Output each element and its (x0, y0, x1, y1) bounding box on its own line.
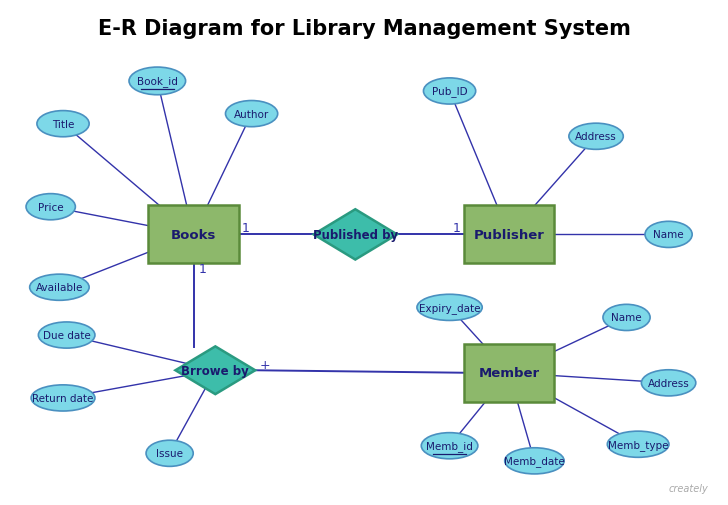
Ellipse shape (37, 112, 89, 137)
Ellipse shape (607, 431, 669, 458)
Text: Title: Title (52, 120, 74, 129)
Text: Issue: Issue (156, 448, 183, 459)
Ellipse shape (422, 433, 478, 459)
Text: Available: Available (36, 283, 83, 292)
Text: Name: Name (612, 313, 642, 323)
Text: Address: Address (575, 132, 617, 142)
Text: Pub_ID: Pub_ID (432, 86, 467, 97)
FancyBboxPatch shape (464, 206, 554, 264)
Text: Due date: Due date (43, 330, 90, 340)
Text: Address: Address (648, 378, 689, 388)
Text: creately: creately (669, 483, 708, 492)
FancyBboxPatch shape (149, 206, 239, 264)
Text: 1: 1 (453, 222, 461, 235)
Ellipse shape (31, 385, 95, 411)
Polygon shape (175, 346, 256, 394)
Text: Memb_id: Memb_id (426, 440, 473, 451)
FancyBboxPatch shape (464, 344, 554, 402)
Ellipse shape (26, 194, 76, 220)
Ellipse shape (146, 440, 193, 467)
Text: Member: Member (478, 367, 539, 380)
Ellipse shape (603, 305, 650, 331)
Text: Published by: Published by (313, 228, 398, 241)
Ellipse shape (226, 102, 277, 127)
Text: Memb_type: Memb_type (608, 439, 668, 450)
Text: +: + (260, 358, 271, 371)
Text: Brrowe by: Brrowe by (181, 364, 249, 377)
Ellipse shape (417, 295, 482, 321)
Text: Price: Price (38, 203, 63, 212)
Ellipse shape (424, 79, 475, 105)
Ellipse shape (645, 222, 692, 248)
Text: Return date: Return date (32, 393, 94, 403)
Text: Expiry_date: Expiry_date (419, 302, 480, 313)
Ellipse shape (641, 370, 696, 396)
Text: Publisher: Publisher (474, 228, 545, 241)
Text: Books: Books (171, 228, 216, 241)
Ellipse shape (129, 68, 186, 95)
Text: 1: 1 (242, 222, 250, 235)
Ellipse shape (39, 322, 95, 348)
Text: Book_id: Book_id (137, 76, 178, 87)
Ellipse shape (30, 275, 89, 300)
Text: Memb_date: Memb_date (504, 456, 565, 466)
Ellipse shape (505, 448, 564, 474)
Text: Author: Author (234, 110, 269, 119)
Ellipse shape (569, 124, 623, 150)
Text: E-R Diagram for Library Management System: E-R Diagram for Library Management Syste… (98, 19, 630, 39)
Text: 1: 1 (198, 262, 206, 275)
Text: Name: Name (653, 230, 684, 240)
Polygon shape (314, 210, 397, 260)
